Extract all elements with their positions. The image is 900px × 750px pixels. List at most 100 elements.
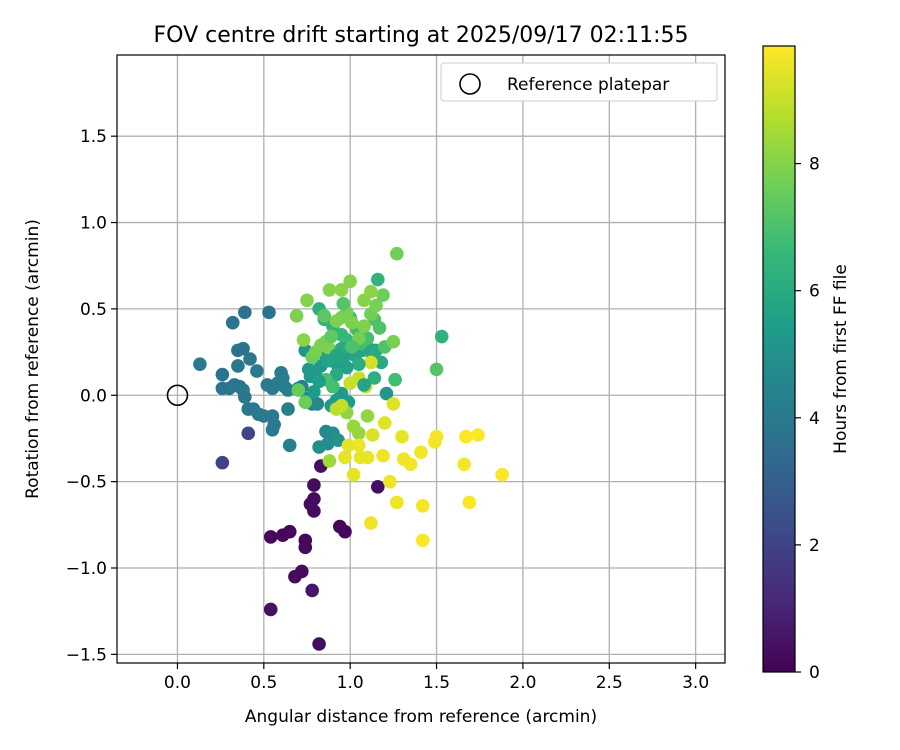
data-point <box>360 409 375 423</box>
data-point <box>312 374 326 389</box>
data-point <box>250 364 264 378</box>
data-point <box>338 450 352 465</box>
data-point <box>305 583 319 598</box>
colorbar-tick-label: 4 <box>809 409 820 429</box>
data-point <box>322 283 337 297</box>
data-point <box>329 367 344 382</box>
data-point <box>379 386 394 401</box>
data-point <box>298 395 313 409</box>
data-point <box>282 524 297 539</box>
y-tick-label: 0.0 <box>80 386 107 406</box>
data-point <box>345 340 359 354</box>
data-point <box>263 530 278 544</box>
reference-marker <box>166 384 189 407</box>
x-tick-label: 2.5 <box>596 673 623 693</box>
data-point <box>365 428 380 442</box>
data-point <box>324 329 338 344</box>
data-point <box>357 378 371 392</box>
data-point <box>295 564 309 579</box>
data-point <box>238 390 252 404</box>
data-point <box>414 445 428 460</box>
data-point <box>376 448 390 463</box>
data-point <box>289 309 304 323</box>
colorbar-label: Hours from first FF file <box>831 264 851 454</box>
data-point <box>415 533 430 548</box>
data-point <box>281 383 295 397</box>
data-point <box>390 495 404 510</box>
x-tick-label: 3.0 <box>682 673 709 693</box>
y-tick-label: −0.5 <box>66 473 107 493</box>
data-point <box>386 397 401 411</box>
chart-title: FOV centre drift starting at 2025/09/17 … <box>154 23 689 48</box>
data-point <box>383 474 397 489</box>
plot-background <box>117 55 725 663</box>
data-point <box>338 524 352 539</box>
data-point <box>336 296 351 311</box>
data-point <box>386 334 401 349</box>
plot-frame <box>116 54 726 664</box>
data-point <box>364 284 378 299</box>
data-point <box>377 416 392 430</box>
data-point <box>326 379 340 394</box>
data-point <box>298 540 313 555</box>
data-point <box>243 352 257 366</box>
legend-box <box>440 62 718 102</box>
colorbar-tick-label: 0 <box>809 663 820 683</box>
y-tick-label: −1.5 <box>66 645 107 665</box>
data-point <box>352 426 366 441</box>
data-point <box>415 499 430 513</box>
data-point <box>367 371 382 385</box>
data-point <box>352 357 366 371</box>
data-point <box>388 372 402 387</box>
colorbar-gradient <box>763 46 795 672</box>
data-point <box>372 321 387 335</box>
data-point <box>345 315 359 330</box>
data-point <box>238 305 252 320</box>
data-point <box>291 383 306 397</box>
data-point <box>334 398 349 413</box>
x-tick-label: 2.0 <box>509 673 536 693</box>
legend-marker <box>459 73 481 95</box>
data-point <box>263 602 278 617</box>
data-point <box>307 504 321 518</box>
data-point <box>317 309 332 323</box>
data-point <box>403 457 418 472</box>
x-tick-label: 1.0 <box>337 673 364 693</box>
data-point <box>364 516 378 530</box>
data-point <box>364 355 378 370</box>
data-point <box>331 433 345 447</box>
data-point <box>376 288 390 302</box>
colorbar-tick-label: 2 <box>809 536 820 556</box>
data-point <box>352 438 366 453</box>
data-point <box>193 357 207 371</box>
plot-area: 0.0 0.5 1.0 1.5 2.0 2.5 3.0 −1.5 −1.0 −0.5 0.0 0.5 1… <box>66 54 726 693</box>
data-point <box>236 341 250 356</box>
y-tick-label: 1.0 <box>80 214 107 234</box>
data-point <box>215 367 230 382</box>
data-point <box>281 402 295 416</box>
data-point <box>374 355 389 370</box>
x-axis-label: Angular distance from reference (arcmin) <box>245 707 597 727</box>
data-point <box>360 450 375 465</box>
data-point <box>371 272 385 287</box>
y-tick-label: 0.5 <box>80 300 107 320</box>
legend-label: Reference platepar <box>507 75 669 95</box>
data-point <box>334 283 349 297</box>
data-point <box>329 348 344 363</box>
x-tick-label: 0.0 <box>164 673 191 693</box>
data-point <box>282 438 297 453</box>
data-point <box>241 426 256 441</box>
data-point <box>267 417 281 432</box>
data-point <box>346 467 361 482</box>
data-point <box>343 274 357 289</box>
data-point <box>459 429 473 444</box>
data-point <box>341 438 356 453</box>
colorbar-tick-label: 8 <box>809 155 820 175</box>
data-point <box>390 246 404 261</box>
data-point <box>312 440 326 454</box>
data-point <box>462 495 477 510</box>
colorbar-tick-label: 6 <box>809 282 820 302</box>
data-point <box>262 305 276 320</box>
data-point <box>231 359 245 373</box>
data-point <box>471 428 485 442</box>
